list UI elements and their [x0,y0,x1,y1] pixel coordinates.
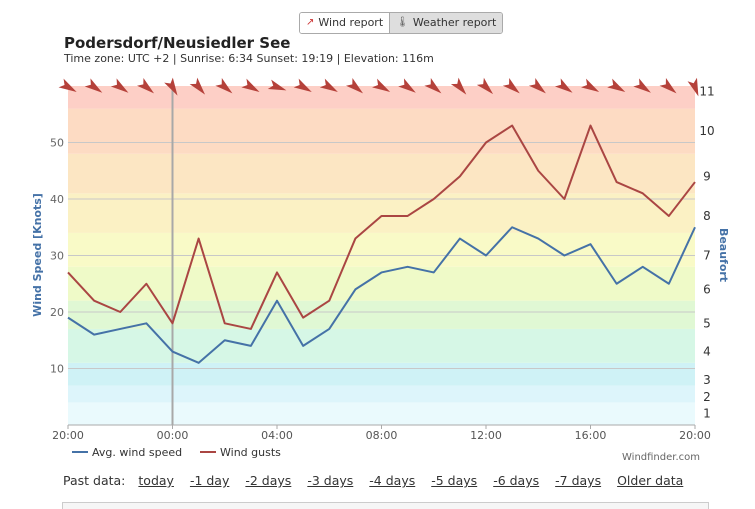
y-axis-title: Wind Speed [Knots] [31,193,44,317]
beaufort-tick-label: 10 [699,124,714,138]
link-minus-7-days[interactable]: -7 days [555,473,602,488]
x-tick-label: 20:00 [679,429,711,442]
tab-weather-report-label: Weather report [412,16,497,29]
beaufort-band [68,402,695,425]
beaufort-axis-labels: 1 2 3 4 5 6 7 8 9 10 11 [699,85,714,421]
legend-label: Avg. wind speed [92,446,182,459]
wind-direction-arrow [372,78,391,92]
wind-direction-arrow [215,78,233,94]
wind-direction-arrow [84,78,103,93]
past-data-label: Past data: [63,473,126,488]
wind-direction-arrow [450,77,467,95]
station-info: Time zone: UTC +2 | Sunrise: 6:34 Sunset… [64,52,434,65]
beaufort-tick-label: 1 [703,407,711,421]
beaufort-band [68,385,695,403]
legend: Avg. wind speed Wind gusts [72,446,281,459]
page-title: Podersdorf/Neusiedler See [64,34,291,52]
link-minus-1-day[interactable]: -1 day [189,473,230,488]
tab-weather-report[interactable]: 🌡 Weather report [389,13,503,33]
x-tick-label: 00:00 [157,429,189,442]
wind-direction-arrow [424,78,442,94]
beaufort-band [68,362,695,386]
beaufort-tick-label: 2 [703,390,711,404]
beaufort-tick-label: 6 [703,282,711,296]
x-tick-label: 16:00 [575,429,607,442]
wind-direction-arrow [554,78,573,93]
beaufort-band [68,153,695,194]
series-line [67,124,696,330]
tab-wind-report-label: Wind report [318,16,384,29]
beaufort-tick-label: 3 [703,373,711,387]
beaufort-tick-label: 8 [703,209,711,223]
link-minus-3-days[interactable]: -3 days [307,473,354,488]
link-minus-6-days[interactable]: -6 days [493,473,540,488]
series-line [67,226,696,364]
beaufort-tick-label: 7 [703,249,711,263]
link-older-data[interactable]: Older data [617,473,684,488]
legend-label: Wind gusts [220,446,281,459]
beaufort-tick-label: 9 [703,169,711,183]
beaufort-band [68,328,695,363]
wind-direction-arrow [687,77,699,97]
link-minus-4-days[interactable]: -4 days [369,473,416,488]
y-tick-label: 20 [50,306,64,319]
wind-direction-arrow [110,78,129,93]
beaufort-band [68,300,695,329]
wind-direction-arrow [267,79,287,91]
beaufort-axis-title: Beaufort [717,228,730,282]
wind-direction-arrow [607,78,626,92]
y-tick-label: 30 [50,250,64,263]
wind-chart-icon: ↗ [306,17,315,28]
y-tick-label: 50 [50,137,64,150]
wind-direction-arrow [58,78,77,92]
y-axis-labels: 10 20 30 40 50 [50,137,64,376]
wind-direction-arrow [189,77,206,95]
wind-direction-arrow [293,78,312,92]
x-tick-label: 12:00 [470,429,502,442]
wind-direction-arrow [528,78,546,94]
series-lines [67,124,696,364]
wind-direction-arrow [346,78,364,94]
wind-direction-arrow [398,78,416,93]
wind-direction-arrow [502,78,520,94]
beaufort-tick-label: 5 [703,316,711,330]
link-minus-2-days[interactable]: -2 days [245,473,292,488]
wind-direction-arrow [241,78,260,92]
credit-label: Windfinder.com [622,452,700,463]
wind-chart: 10 20 30 40 50 1 2 3 4 5 6 7 8 9 10 11 20:00 00:00 04:00… [31,77,730,463]
x-tick-label: 20:00 [52,429,84,442]
beaufort-tick-label: 4 [703,345,711,359]
wind-direction-arrow [164,77,178,96]
y-tick-label: 40 [50,193,64,206]
bottom-panel-edge [62,502,709,509]
wind-direction-arrow [319,78,338,92]
link-minus-5-days[interactable]: -5 days [431,473,478,488]
x-tick-label: 04:00 [261,429,293,442]
past-data-nav: Past data: today -1 day -2 days -3 days … [63,473,699,488]
thermometer-icon: 🌡 [396,17,409,28]
beaufort-band [68,86,695,109]
x-axis-labels: 20:00 00:00 04:00 08:00 12:00 16:00 20:00 [52,425,711,442]
tab-wind-report[interactable]: ↗ Wind report [300,13,390,33]
report-tabs: ↗ Wind report 🌡 Weather report [299,12,504,34]
y-tick-label: 10 [50,363,64,376]
wind-direction-arrow [659,78,677,94]
wind-direction-arrow [137,78,155,94]
wind-direction-arrow [581,78,600,92]
beaufort-tick-label: 11 [699,85,714,99]
x-tick-label: 08:00 [366,429,398,442]
direction-arrows [58,77,699,97]
link-today[interactable]: today [138,473,174,488]
wind-direction-arrow [476,77,494,95]
wind-direction-arrow [633,78,651,93]
